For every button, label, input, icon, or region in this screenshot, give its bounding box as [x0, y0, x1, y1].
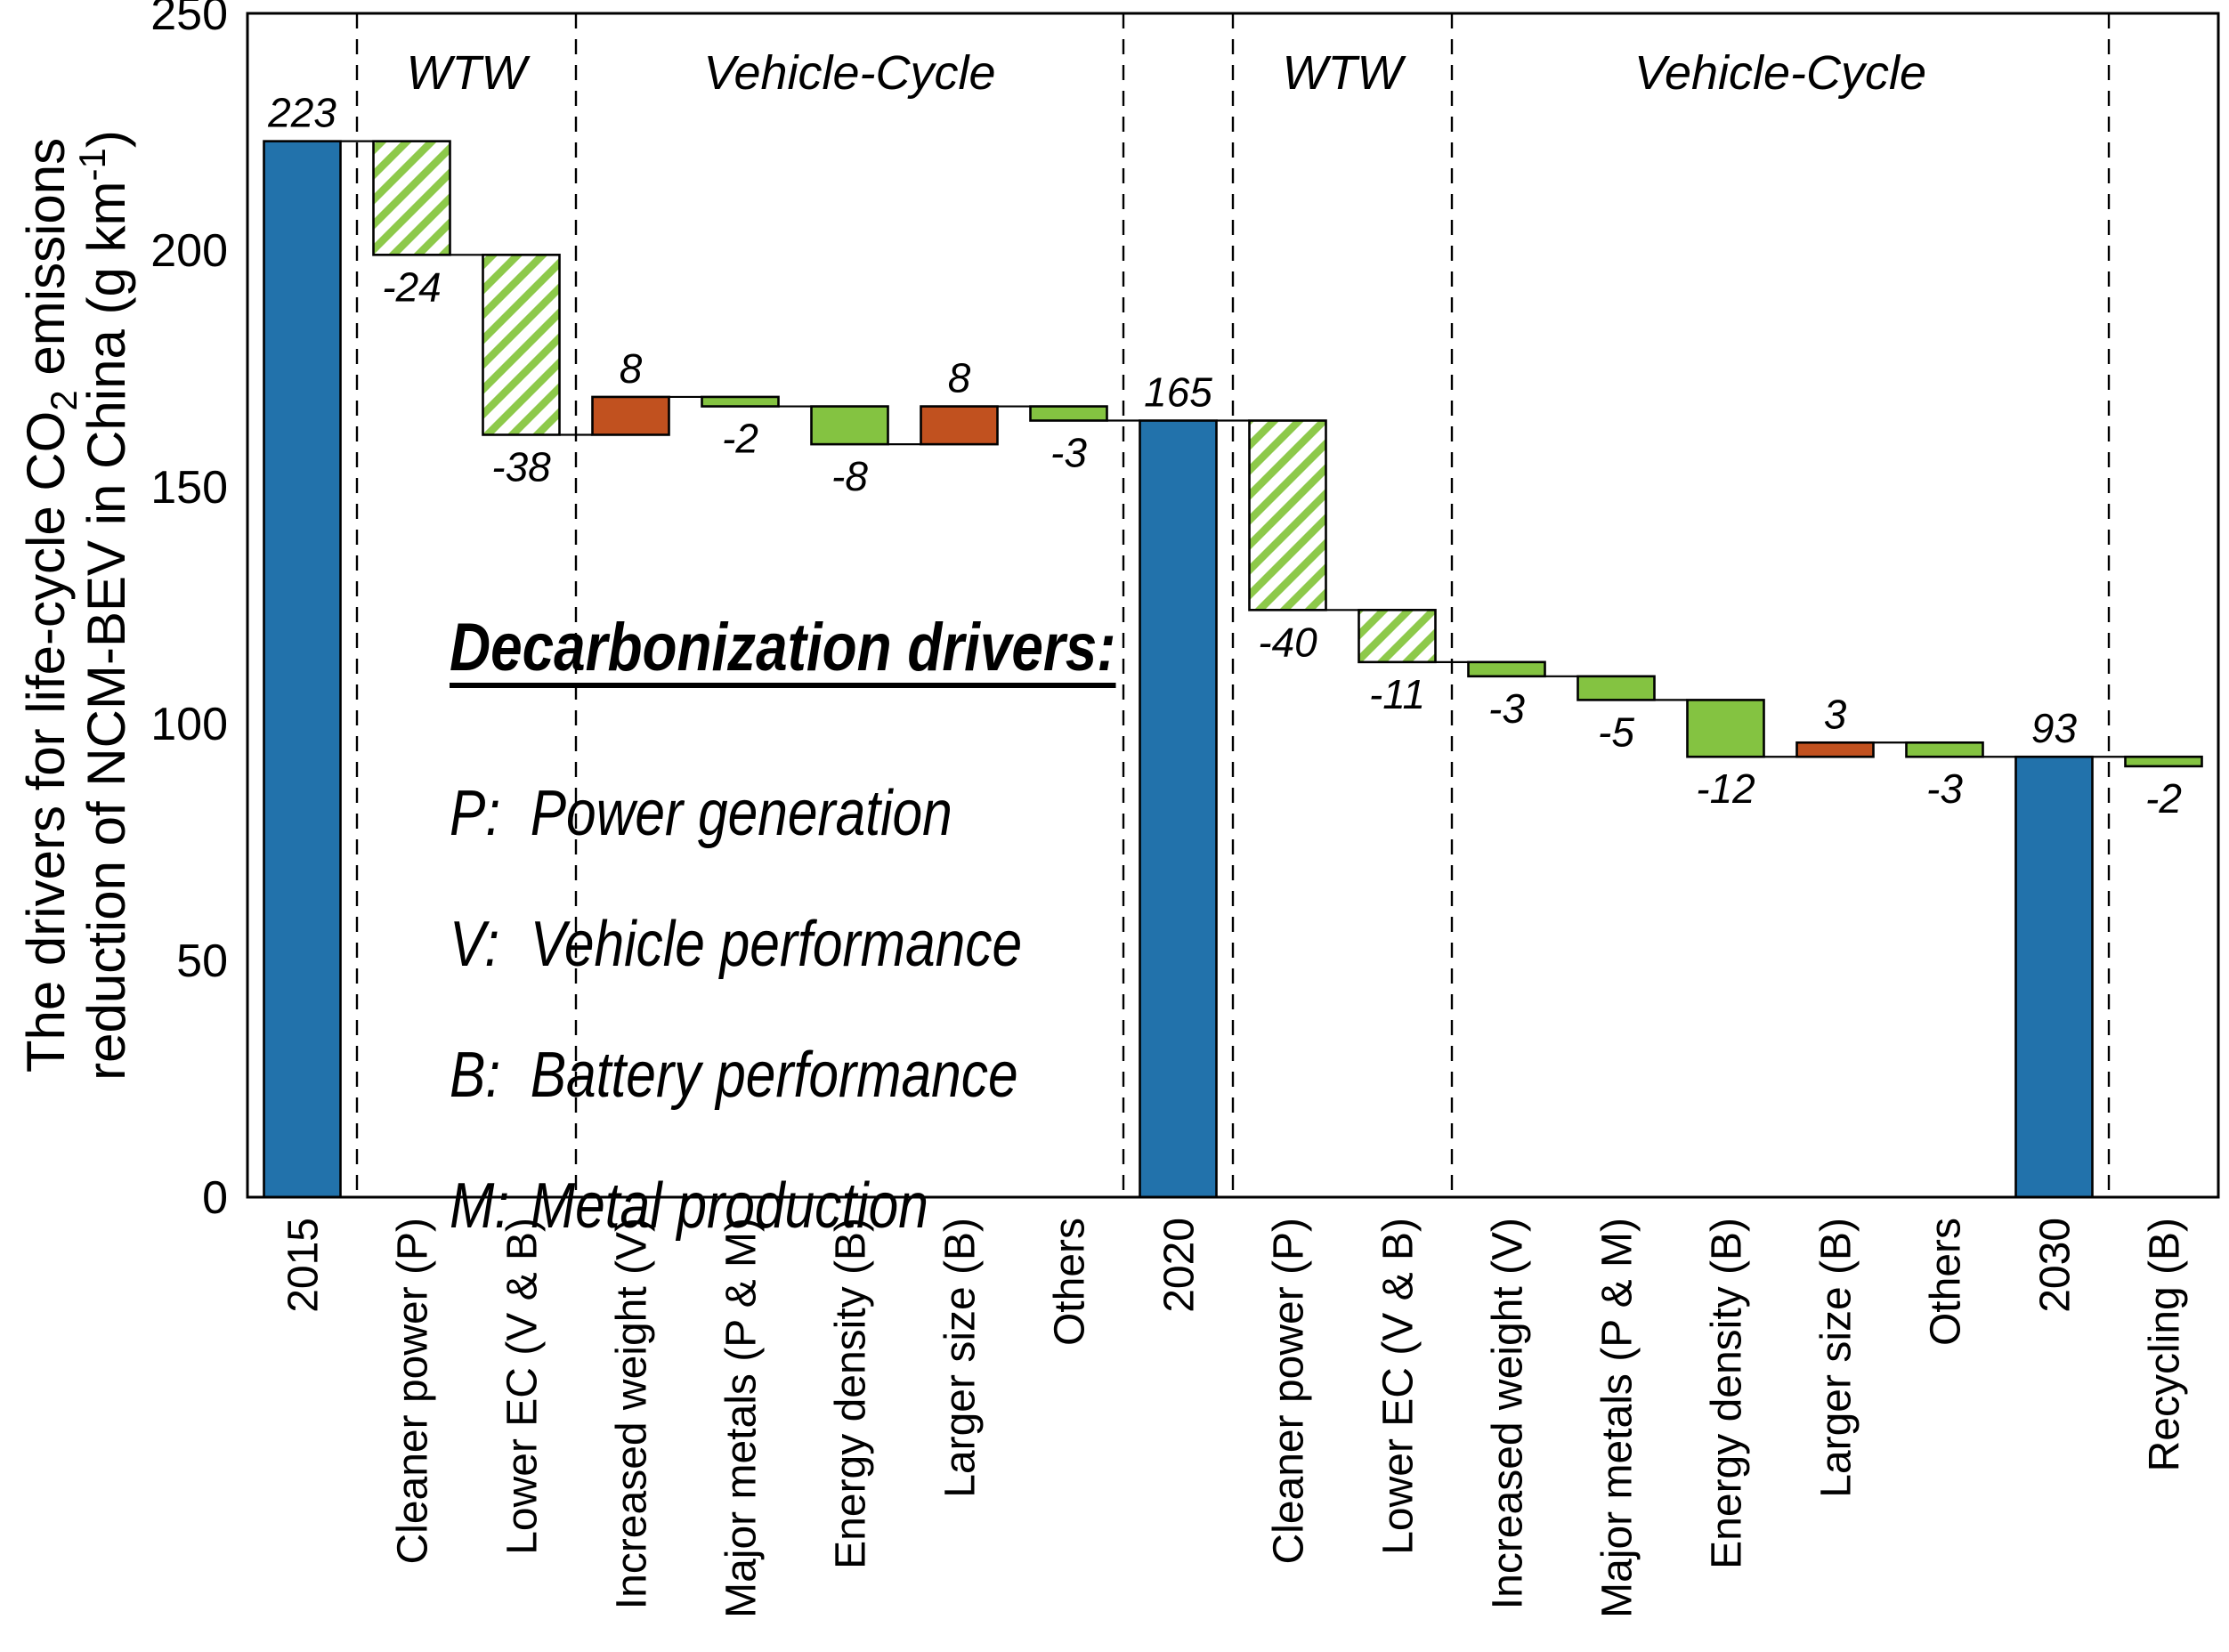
value-label: -5 [1598, 709, 1634, 755]
value-label: -2 [2145, 775, 2182, 822]
legend-key-b: B: [450, 1040, 501, 1111]
legend-key-m: M: [450, 1170, 510, 1242]
value-label: 165 [1144, 369, 1212, 416]
value-label: -12 [1696, 765, 1755, 812]
section-label: WTW [407, 46, 531, 100]
legend-item-v: V: Vehicle performance [450, 895, 1116, 994]
bar-energy-density-b- [810, 405, 889, 446]
value-label: 8 [620, 345, 643, 392]
bar-lower-ec-v-amp-b- [482, 254, 561, 436]
x-axis-label: Energy density (B) [1704, 1218, 1751, 1569]
legend-title: Decarbonization drivers: [450, 610, 1116, 685]
value-label: -40 [1258, 619, 1317, 665]
x-axis-label: Recycling (B) [2142, 1218, 2189, 1471]
bar-increased-weight-v- [1467, 660, 1546, 678]
bar-larger-size-b- [1795, 741, 1875, 758]
legend-name-v: Vehicle performance [530, 909, 1023, 980]
y-tick-label: 250 [150, 0, 228, 40]
legend-item-p: P: Power generation [450, 765, 1116, 863]
x-axis-label: Major metals (P & M) [718, 1218, 766, 1618]
value-label: -11 [1369, 671, 1425, 717]
legend-name-m: Metal production [530, 1170, 928, 1242]
y-axis-title: The drivers for life-cycle CO2 emissions [16, 138, 85, 1073]
x-axis-label: 2015 [280, 1218, 328, 1313]
value-label: 8 [948, 355, 971, 401]
bar-major-metals-p-amp-m- [1577, 675, 1656, 701]
x-axis-label: Increased weight (V) [609, 1218, 656, 1609]
value-label: -8 [831, 453, 868, 499]
y-axis-title: reduction of NCM-BEV in China (g km-1) [71, 130, 136, 1081]
value-label: -38 [491, 443, 551, 490]
x-axis-label: Increased weight (V) [1485, 1218, 1532, 1609]
x-axis-label: 2030 [2032, 1218, 2079, 1313]
y-tick-label: 0 [202, 1172, 228, 1224]
bar-2030 [2014, 755, 2094, 1199]
value-label: -2 [722, 416, 758, 462]
value-label: -3 [1926, 765, 1963, 812]
y-tick-label: 150 [150, 462, 228, 514]
x-axis-label: Others [1047, 1218, 1094, 1346]
x-axis-label: Lower EC (V & B) [499, 1218, 547, 1555]
value-label: 3 [1824, 691, 1847, 737]
x-axis-label: Energy density (B) [828, 1218, 875, 1569]
legend-name-b: Battery performance [530, 1040, 1018, 1111]
legend-name-p: Power generation [530, 778, 952, 849]
bar-energy-density-b- [1686, 699, 1765, 758]
x-axis-label: Lower EC (V & B) [1375, 1218, 1423, 1555]
bar-others [1905, 741, 1984, 758]
y-tick-label: 50 [176, 935, 228, 987]
bar-cleaner-power-p- [372, 140, 451, 256]
bar-major-metals-p-amp-m- [701, 395, 780, 408]
value-label: -24 [382, 263, 441, 310]
bar-2015 [263, 140, 342, 1199]
x-axis-label: Larger size (B) [937, 1218, 985, 1498]
bar-2020 [1139, 419, 1218, 1199]
legend-item-m: M: Metal production [450, 1157, 1116, 1256]
section-label: Vehicle-Cycle [1634, 46, 1926, 100]
x-axis-label: Cleaner power (P) [1266, 1218, 1313, 1564]
plot-border [246, 12, 2220, 1199]
x-axis-label: Larger size (B) [1813, 1218, 1860, 1498]
value-label: -3 [1050, 430, 1087, 476]
section-label: Vehicle-Cycle [703, 46, 995, 100]
x-axis-label: Cleaner power (P) [390, 1218, 437, 1564]
y-tick-label: 100 [150, 699, 228, 750]
y-tick-label: 200 [150, 225, 228, 277]
value-label: 93 [2031, 705, 2078, 751]
bar-lower-ec-v-amp-b- [1358, 609, 1437, 664]
value-label: -3 [1488, 685, 1525, 732]
bar-cleaner-power-p- [1248, 419, 1327, 611]
x-axis-label: 2020 [1156, 1218, 1204, 1313]
section-label: WTW [1283, 46, 1407, 100]
bar-others [1029, 405, 1108, 422]
legend: Decarbonization drivers: P: Power generat… [450, 577, 1116, 1288]
value-label: 223 [267, 90, 336, 136]
x-axis-label: Others [1923, 1218, 1970, 1346]
bar-increased-weight-v- [591, 395, 670, 436]
legend-item-b: B: Battery performance [450, 1026, 1116, 1125]
bar-recycling-b- [2124, 755, 2203, 768]
bar-larger-size-b- [920, 405, 999, 446]
x-axis-label: Major metals (P & M) [1594, 1218, 1641, 1618]
legend-key-p: P: [450, 778, 501, 849]
legend-key-v: V: [450, 909, 500, 980]
